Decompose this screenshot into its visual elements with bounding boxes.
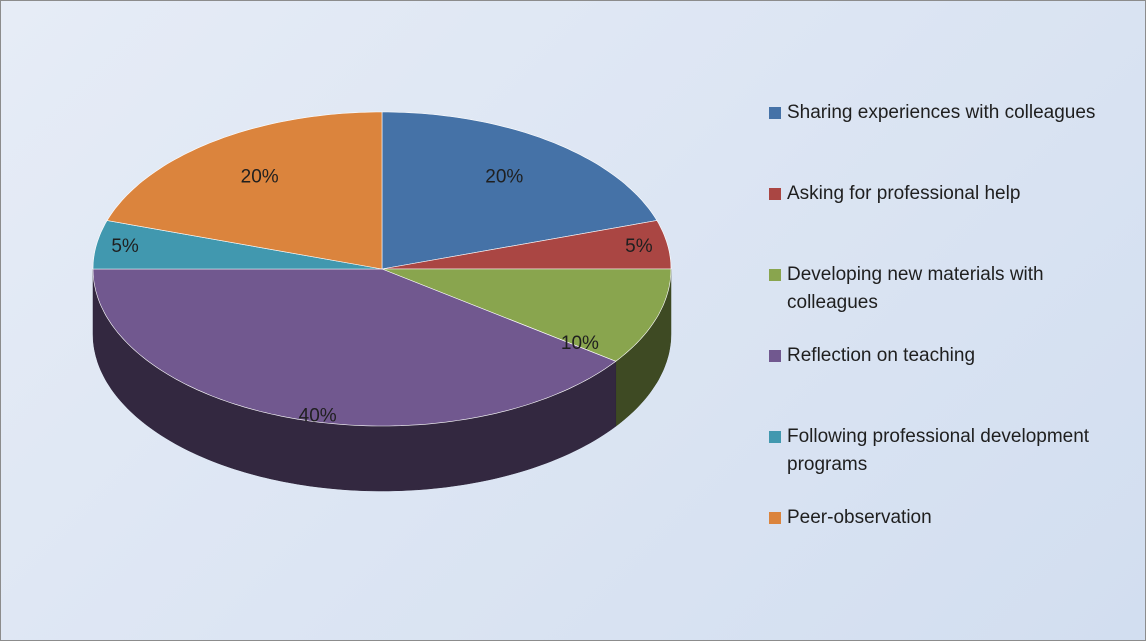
- legend-swatch: [769, 107, 781, 119]
- legend-item: Developing new materials with colleagues: [769, 261, 1119, 317]
- data-label: 5%: [625, 236, 653, 257]
- data-label: 10%: [561, 333, 599, 354]
- pie-slice: [92, 268, 617, 427]
- data-labels: 20% 5% 10% 40% 5% 20%: [111, 167, 652, 427]
- data-label: 20%: [241, 167, 279, 188]
- pie-tops: [92, 111, 672, 427]
- pie-slice: [381, 268, 672, 362]
- legend-swatch: [769, 188, 781, 200]
- legend-label: Peer-observation: [787, 507, 932, 528]
- legend-label: Following professional development progr…: [787, 426, 1090, 475]
- pie-slice: [381, 220, 672, 270]
- legend-label: Developing new materials with colleagues: [787, 264, 1044, 313]
- legend-label: Sharing experiences with colleagues: [787, 102, 1096, 123]
- legend-item: Sharing experiences with colleagues: [769, 99, 1119, 127]
- pie-slice: [106, 111, 383, 270]
- legend-label: Asking for professional help: [787, 183, 1021, 204]
- data-label: 20%: [485, 167, 523, 188]
- pie-slice: [381, 111, 658, 270]
- pie-slice: [92, 220, 383, 270]
- legend-item: Asking for professional help: [769, 180, 1119, 208]
- legend-label: Reflection on teaching: [787, 345, 976, 366]
- legend-item: Peer-observation: [769, 504, 1119, 532]
- data-label: 40%: [299, 406, 337, 427]
- legend-item: Reflection on teaching: [769, 342, 1119, 370]
- legend-swatch: [769, 512, 781, 524]
- data-label: 5%: [111, 236, 139, 257]
- legend-swatch: [769, 431, 781, 443]
- legend-item: Following professional development progr…: [769, 423, 1119, 479]
- legend-swatch: [769, 350, 781, 362]
- legend-swatch: [769, 269, 781, 281]
